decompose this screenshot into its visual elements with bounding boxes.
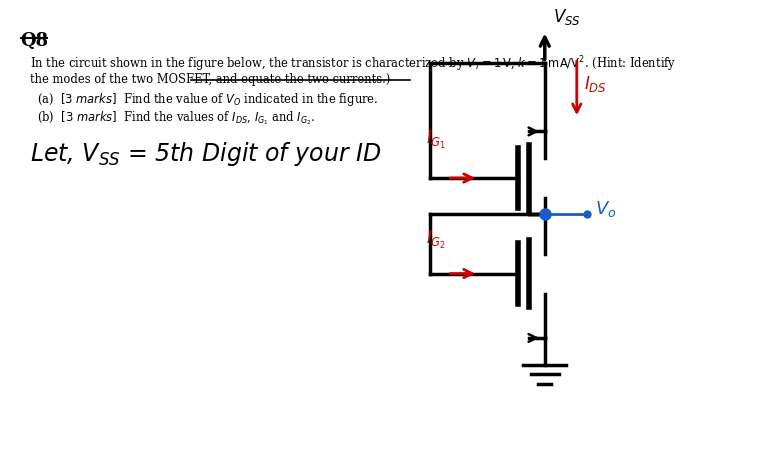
Text: $V_{SS}$: $V_{SS}$: [553, 7, 581, 27]
Text: $I_{DS}$: $I_{DS}$: [584, 74, 607, 94]
Text: In the circuit shown in the figure below, the transistor is characterized by $V_: In the circuit shown in the figure below…: [30, 54, 676, 74]
Text: (a)  $\it{[3\ marks]}$  Find the value of $V_O$ indicated in the figure.: (a) $\it{[3\ marks]}$ Find the value of …: [37, 90, 378, 108]
Text: $V_o$: $V_o$: [594, 199, 616, 219]
Text: Let, $V_{SS}$ = 5th Digit of your ID: Let, $V_{SS}$ = 5th Digit of your ID: [30, 140, 381, 168]
Text: (b)  $\it{[3\ marks]}$  Find the values of $I_{DS}$, $I_{G_1}$ and $I_{G_2}$.: (b) $\it{[3\ marks]}$ Find the values of…: [37, 109, 316, 127]
Text: the modes of the two MOSFET, and equate the two currents.): the modes of the two MOSFET, and equate …: [30, 73, 390, 86]
Text: Q8: Q8: [20, 31, 48, 49]
Text: $I_{G_1}$: $I_{G_1}$: [426, 129, 447, 151]
Text: $I_{G_2}$: $I_{G_2}$: [426, 229, 446, 251]
